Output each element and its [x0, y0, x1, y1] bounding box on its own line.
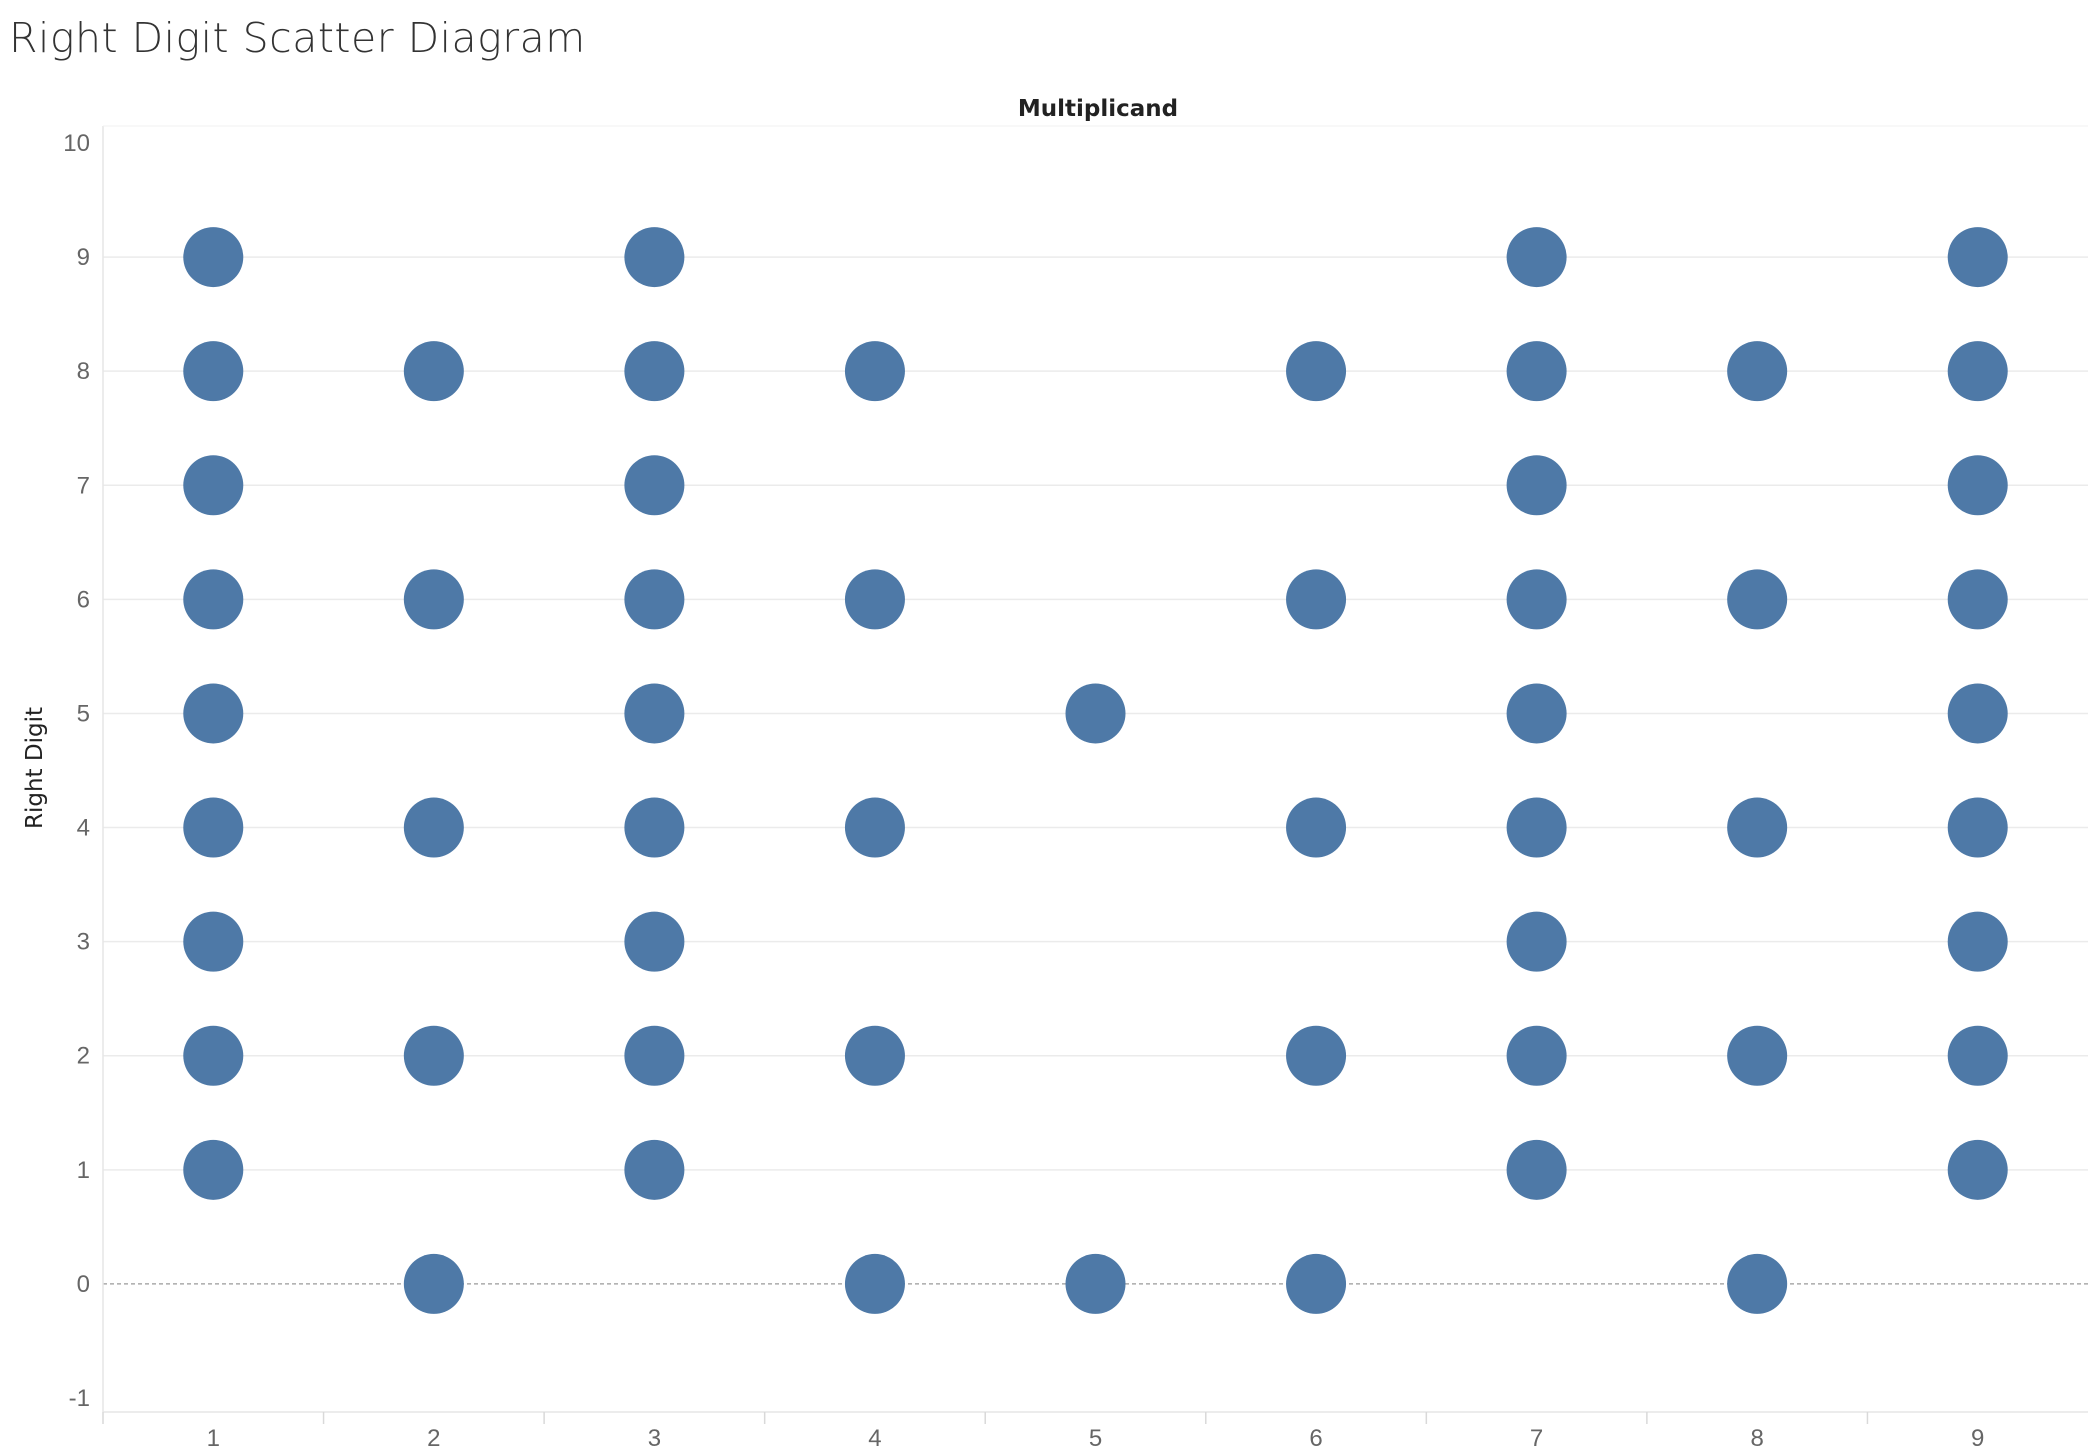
scatter-point [1727, 1025, 1788, 1086]
scatter-point [844, 1253, 905, 1314]
scatter-point [1727, 797, 1788, 858]
scatter-point [624, 911, 685, 972]
scatter-point [624, 569, 685, 630]
column-header: Multiplicand [1018, 96, 1178, 122]
y-tick-label: 8 [77, 358, 90, 385]
scatter-point [1506, 1025, 1567, 1086]
y-tick-label: 3 [77, 929, 90, 956]
scatter-point [1506, 683, 1567, 744]
scatter-point [403, 1025, 464, 1086]
x-tick-label: 2 [427, 1425, 440, 1452]
x-tick-label: 1 [207, 1425, 220, 1452]
scatter-point [183, 1025, 244, 1086]
scatter-point [403, 797, 464, 858]
scatter-point [403, 1253, 464, 1314]
scatter-point [1947, 1025, 2008, 1086]
y-tick-label: 0 [77, 1271, 90, 1298]
data-points [183, 227, 2008, 1314]
scatter-point [844, 797, 905, 858]
scatter-point [183, 1139, 244, 1200]
scatter-point [1727, 1253, 1788, 1314]
x-tick-label: 8 [1750, 1425, 1763, 1452]
scatter-point [624, 455, 685, 516]
axes: -1 0 1 2 3 4 5 6 7 8 9 10 1 2 3 4 5 6 7 8 9 [63, 125, 2088, 1452]
scatter-point [1947, 683, 2008, 744]
x-tick-label: 3 [648, 1425, 661, 1452]
scatter-point [1947, 455, 2008, 516]
scatter-point [1947, 1139, 2008, 1200]
scatter-point [624, 341, 685, 402]
scatter-point [1065, 1253, 1126, 1314]
y-tick-label: -1 [69, 1385, 90, 1412]
scatter-point [1506, 569, 1567, 630]
scatter-point [183, 683, 244, 744]
scatter-point [1947, 341, 2008, 402]
scatter-point [844, 1025, 905, 1086]
y-tick-label: 9 [77, 244, 90, 271]
scatter-point [1947, 797, 2008, 858]
scatter-point [844, 569, 905, 630]
scatter-point [624, 683, 685, 744]
x-tick-label: 4 [868, 1425, 881, 1452]
scatter-point [1065, 683, 1126, 744]
scatter-point [183, 227, 244, 288]
scatter-point [1947, 911, 2008, 972]
scatter-point [183, 455, 244, 516]
scatter-point [624, 1139, 685, 1200]
scatter-point [624, 227, 685, 288]
scatter-point [624, 797, 685, 858]
scatter-point [624, 1025, 685, 1086]
gridlines [103, 256, 2088, 1285]
scatter-point [1506, 797, 1567, 858]
scatter-point [1286, 569, 1347, 630]
scatter-point [1506, 341, 1567, 402]
y-tick-label: 5 [77, 700, 90, 727]
scatter-point [1506, 911, 1567, 972]
scatter-point [1286, 341, 1347, 402]
x-tick-label: 7 [1530, 1425, 1543, 1452]
scatter-point [183, 797, 244, 858]
scatter-point [1286, 1025, 1347, 1086]
y-tick-label: 4 [77, 815, 90, 842]
y-tick-label: 2 [77, 1043, 90, 1070]
scatter-point [1947, 569, 2008, 630]
x-tick-label: 9 [1971, 1425, 1984, 1452]
chart-title: Right Digit Scatter Diagram [9, 14, 586, 62]
y-tick-label: 7 [77, 472, 90, 499]
scatter-point [1727, 341, 1788, 402]
scatter-point [1286, 1253, 1347, 1314]
scatter-point [403, 341, 464, 402]
scatter-point [1506, 1139, 1567, 1200]
y-tick-label: 1 [77, 1157, 90, 1184]
x-tick-label: 5 [1089, 1425, 1102, 1452]
y-axis-title: Right Digit [22, 707, 48, 829]
scatter-point [183, 569, 244, 630]
y-tick-label: 6 [77, 586, 90, 613]
scatter-point [1506, 227, 1567, 288]
scatter-point [844, 341, 905, 402]
scatter-point [1947, 227, 2008, 288]
scatter-point [403, 569, 464, 630]
x-tick-label: 6 [1309, 1425, 1322, 1452]
scatter-point [183, 341, 244, 402]
scatter-point [1286, 797, 1347, 858]
scatter-point [1727, 569, 1788, 630]
scatter-point [1506, 455, 1567, 516]
y-tick-label: 10 [63, 130, 90, 157]
scatter-point [183, 911, 244, 972]
